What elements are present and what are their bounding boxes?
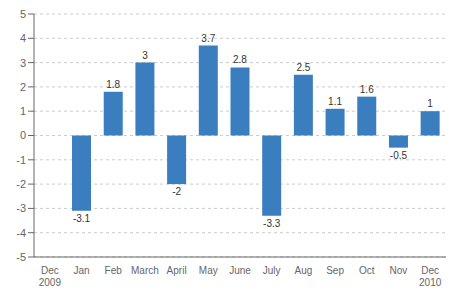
svg-text:-4: -4	[16, 227, 26, 239]
svg-text:-3: -3	[16, 202, 26, 214]
svg-text:1.1: 1.1	[328, 96, 342, 107]
svg-text:3: 3	[20, 57, 26, 69]
svg-text:1: 1	[20, 105, 26, 117]
svg-text:-2: -2	[172, 186, 181, 197]
svg-text:Dec2009: Dec2009	[39, 265, 62, 288]
svg-text:Oct: Oct	[359, 265, 375, 276]
svg-text:Sep: Sep	[326, 265, 344, 276]
svg-text:May: May	[199, 265, 218, 276]
svg-text:1: 1	[427, 98, 433, 109]
svg-text:Nov: Nov	[390, 265, 408, 276]
svg-text:2: 2	[20, 81, 26, 93]
svg-text:June: June	[229, 265, 251, 276]
svg-text:Dec2010: Dec2010	[419, 265, 442, 288]
svg-text:Jan: Jan	[73, 265, 89, 276]
svg-text:-5: -5	[16, 251, 26, 263]
svg-text:-3.1: -3.1	[73, 213, 91, 224]
svg-text:-2: -2	[16, 178, 26, 190]
svg-text:Feb: Feb	[105, 265, 123, 276]
svg-text:2.5: 2.5	[296, 62, 310, 73]
svg-text:April: April	[167, 265, 187, 276]
svg-text:-3.3: -3.3	[263, 218, 281, 229]
svg-text:3: 3	[142, 50, 148, 61]
svg-text:Aug: Aug	[294, 265, 312, 276]
svg-text:-0.5: -0.5	[390, 150, 408, 161]
svg-text:1.8: 1.8	[106, 79, 120, 90]
svg-text:5: 5	[20, 8, 26, 20]
svg-text:2.8: 2.8	[233, 54, 247, 65]
svg-text:4: 4	[20, 32, 26, 44]
svg-text:0: 0	[20, 129, 26, 141]
svg-text:July: July	[263, 265, 281, 276]
svg-text:1.6: 1.6	[360, 84, 374, 95]
svg-text:March: March	[131, 265, 159, 276]
svg-text:-1: -1	[16, 154, 26, 166]
svg-text:3.7: 3.7	[201, 33, 215, 44]
